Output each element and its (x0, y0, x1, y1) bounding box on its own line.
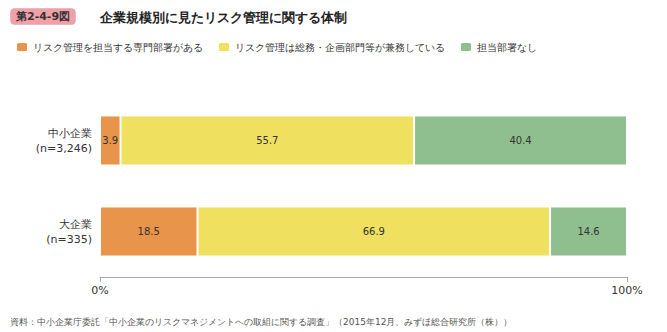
svg-text:100%: 100% (611, 284, 642, 297)
svg-text:リスク管理は総務・企画部門等が兼務している: リスク管理は総務・企画部門等が兼務している (235, 42, 445, 53)
svg-text:3.9: 3.9 (102, 135, 118, 146)
svg-text:第2-4-9図: 第2-4-9図 (15, 10, 70, 23)
svg-text:0%: 0% (91, 284, 108, 297)
svg-text:リスク管理を担当する専門部署がある: リスク管理を担当する専門部署がある (33, 42, 203, 53)
svg-text:担当部署なし: 担当部署なし (477, 42, 537, 53)
svg-text:18.5: 18.5 (138, 226, 160, 237)
svg-text:40.4: 40.4 (509, 135, 531, 146)
svg-text:66.9: 66.9 (363, 226, 385, 237)
svg-text:14.6: 14.6 (577, 226, 599, 237)
svg-text:中小企業: 中小企業 (48, 127, 92, 140)
svg-text:大企業: 大企業 (59, 218, 92, 231)
svg-text:企業規模別に見たリスク管理に関する体制: 企業規模別に見たリスク管理に関する体制 (99, 10, 347, 25)
svg-text:55.7: 55.7 (256, 135, 278, 146)
svg-text:(n=335): (n=335) (46, 233, 92, 246)
svg-text:(n=3,246): (n=3,246) (36, 142, 92, 155)
svg-text:資料：中小企業庁委託「中小企業のリスクマネジメントへの取組に: 資料：中小企業庁委託「中小企業のリスクマネジメントへの取組に関する調査」（201… (10, 317, 512, 327)
